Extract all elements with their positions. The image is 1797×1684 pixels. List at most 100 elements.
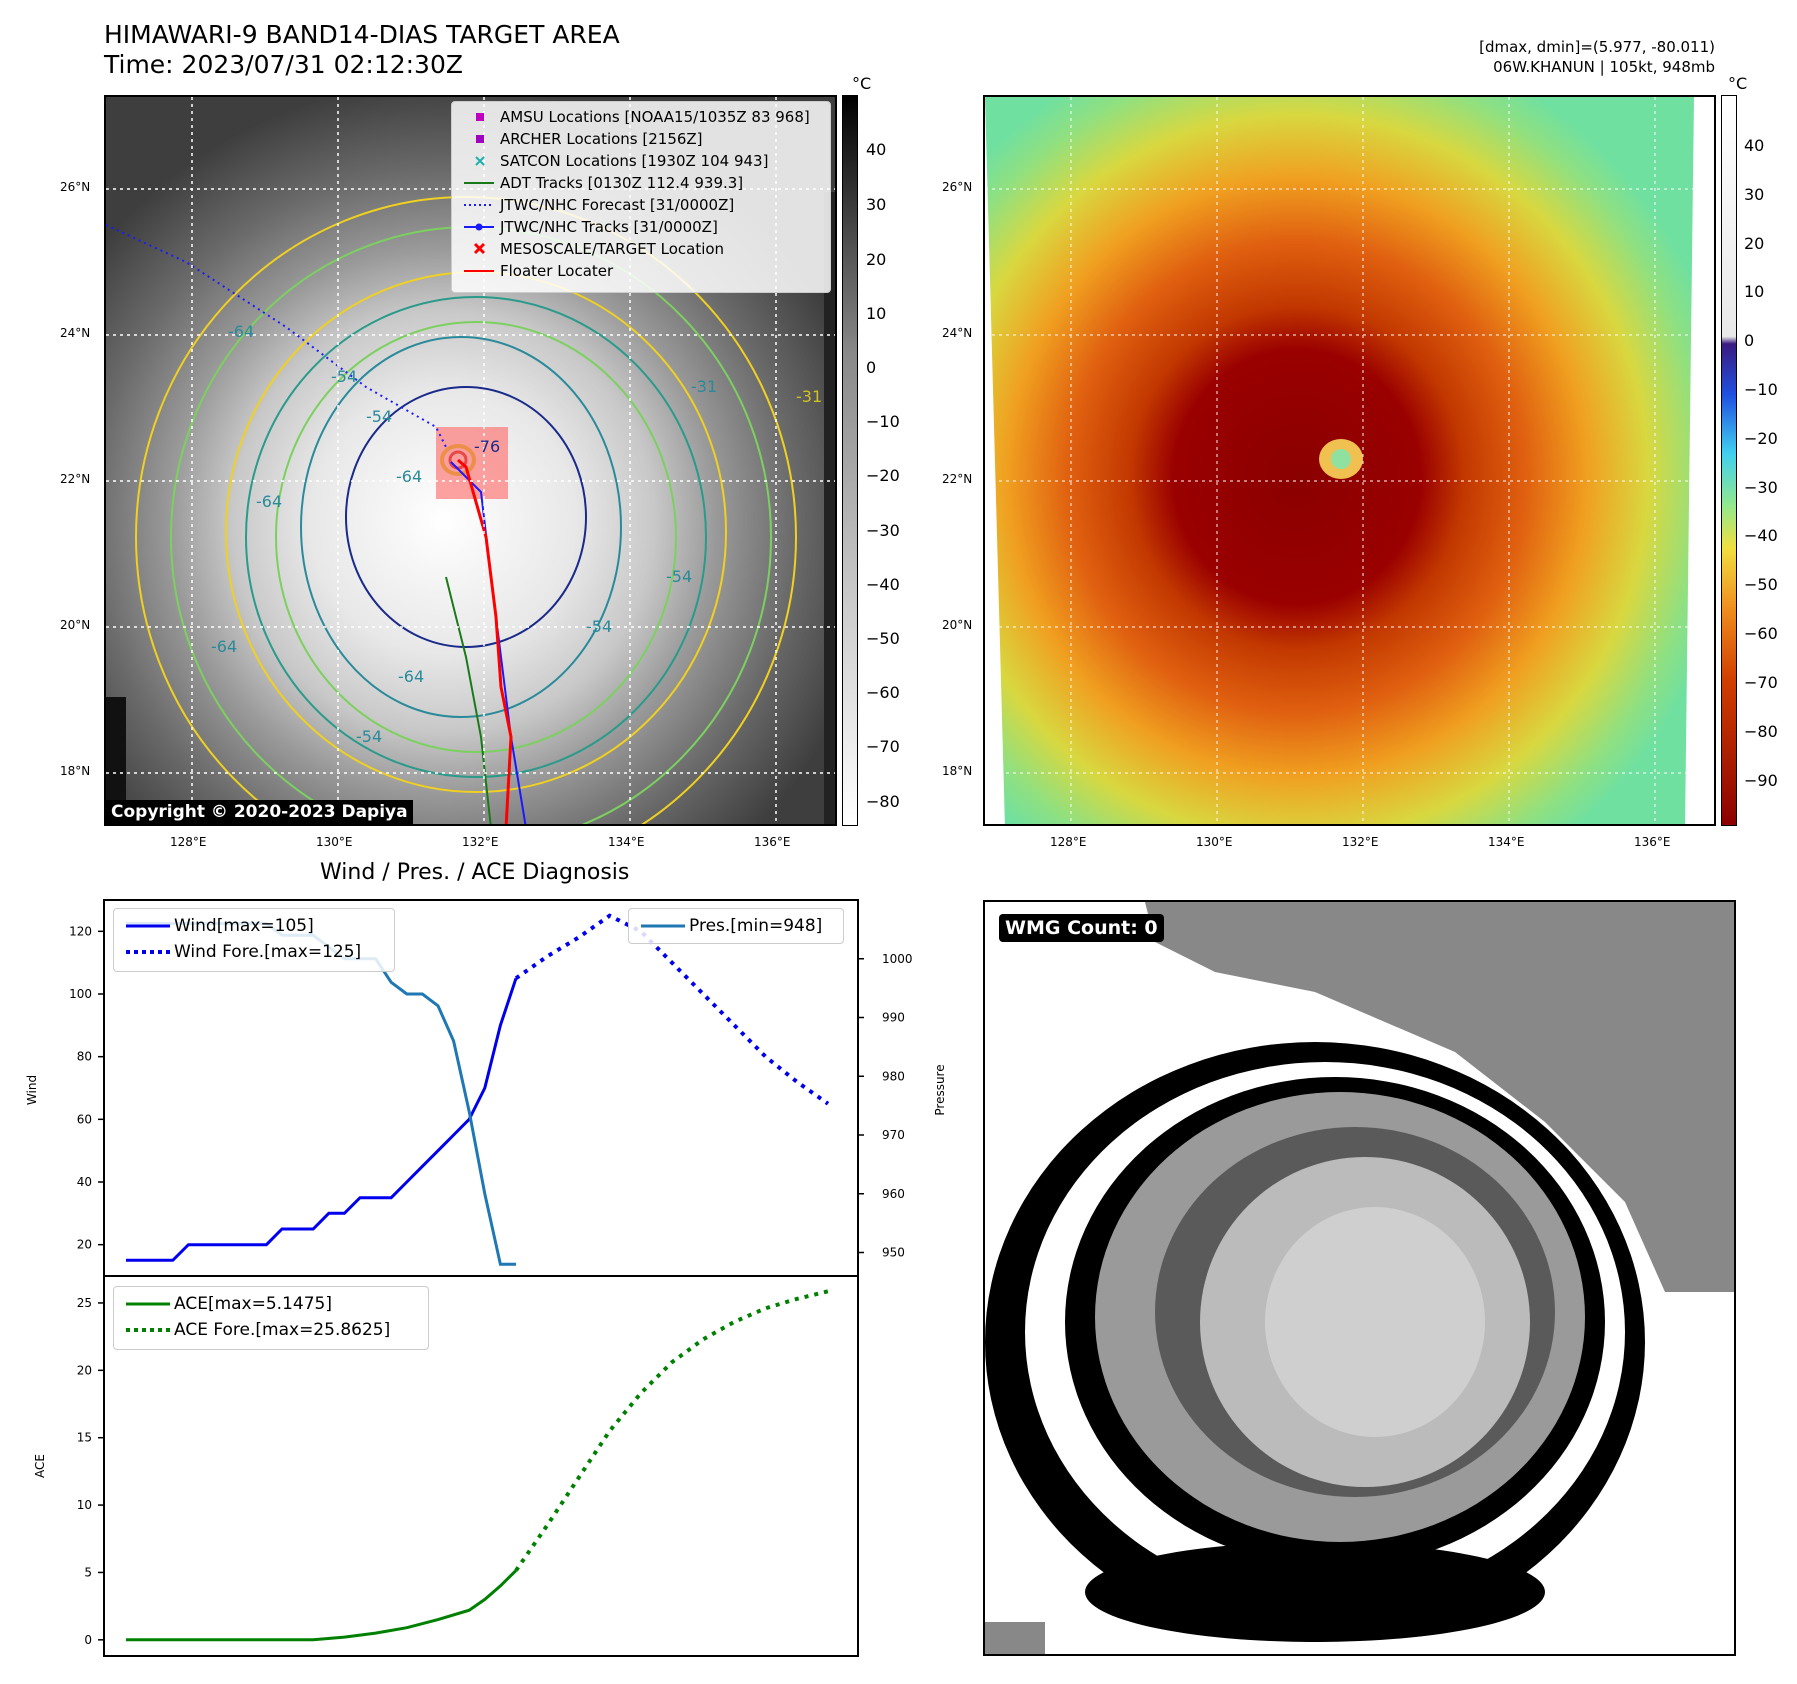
x-marker-icon	[473, 242, 486, 255]
lat-label: 18°N	[942, 764, 973, 778]
contour-label: -54	[366, 407, 393, 426]
line-dot-icon	[464, 223, 494, 231]
y-tick-label: 25	[77, 1296, 92, 1310]
y-tick-label: 0	[84, 1633, 92, 1647]
line-marker-icon	[126, 1302, 170, 1306]
series-line	[126, 922, 516, 1266]
colorbar-tick: −70	[1744, 673, 1778, 692]
legend-item-ace-forecast: ACE Fore.[max=25.8625]	[122, 1317, 420, 1343]
chart-title-line1: HIMAWARI-9 BAND14-DIAS TARGET AREA	[104, 20, 620, 49]
legend-item-wind: Wind[max=105]	[122, 913, 386, 939]
dotted-line-icon	[464, 204, 494, 206]
contour-label: -64	[256, 492, 283, 511]
colorbar-tick: −40	[1744, 526, 1778, 545]
wmg-imagery	[985, 902, 1734, 1654]
contour-label: -64	[228, 322, 255, 341]
lon-label: 128°E	[1050, 835, 1087, 849]
wind-axis-label: Wind	[25, 1075, 39, 1105]
ace-axis-label: ACE	[33, 1454, 47, 1478]
legend-label: SATCON Locations [1930Z 104 943]	[500, 152, 769, 170]
y-tick-label: 10	[77, 1498, 92, 1512]
copyright-badge: Copyright © 2020-2023 Dapiya	[106, 800, 413, 824]
lat-label: 24°N	[942, 326, 973, 340]
colorbar-tick: 30	[1744, 185, 1765, 204]
legend-label: ADT Tracks [0130Z 112.4 939.3]	[500, 174, 744, 192]
legend-label: AMSU Locations [NOAA15/1035Z 83 968]	[500, 108, 810, 126]
lat-label: 18°N	[60, 764, 91, 778]
y-right-tick-label: 1000	[882, 952, 913, 966]
legend-item-jtwc-tracks: JTWC/NHC Tracks [31/0000Z]	[460, 216, 822, 238]
lat-label: 26°N	[60, 180, 91, 194]
diagnosis-title: Wind / Pres. / ACE Diagnosis	[320, 860, 630, 885]
y-tick-label: 100	[69, 987, 92, 1001]
colorbar-tick: −60	[1744, 624, 1778, 643]
legend-label: Pres.[min=948]	[689, 916, 823, 936]
colorbar-tick: 30	[866, 195, 887, 214]
legend-item-satcon: SATCON Locations [1930Z 104 943]	[460, 150, 822, 172]
ace-legend: ACE[max=5.1475] ACE Fore.[max=25.8625]	[113, 1286, 429, 1350]
chart-title-line2: Time: 2023/07/31 02:12:30Z	[104, 50, 463, 79]
legend-label: ACE Fore.[max=25.8625]	[174, 1320, 391, 1340]
lon-label: 132°E	[462, 835, 499, 849]
ir-grayscale-map: -64 -54 -54 -64 -64 -76 -64 -54 -31 -31 …	[104, 95, 837, 826]
legend-item-amsu: AMSU Locations [NOAA15/1035Z 83 968]	[460, 106, 822, 128]
lon-label: 134°E	[1488, 835, 1525, 849]
colorbar-tick: −10	[866, 412, 900, 431]
colorbar-unit: °C	[852, 74, 872, 93]
series-line	[126, 977, 518, 1262]
contour-label: -64	[398, 667, 425, 686]
lat-label: 26°N	[942, 180, 973, 194]
y-tick-label: 120	[69, 924, 92, 938]
square-marker-icon	[476, 135, 484, 143]
x-marker-icon	[475, 156, 485, 166]
lon-label: 136°E	[754, 835, 791, 849]
y-right-tick-label: 980	[882, 1069, 905, 1083]
colorbar-tick: −80	[866, 792, 900, 811]
colorbar-tick: −50	[1744, 575, 1778, 594]
y-right-tick-label: 960	[882, 1187, 905, 1201]
line-marker-icon	[464, 182, 494, 184]
series-line	[514, 1289, 829, 1572]
contour-label: -54	[356, 727, 383, 746]
y-tick-label: 5	[84, 1565, 92, 1579]
colorbar-tick: −30	[866, 521, 900, 540]
legend-item-jtwc-forecast: JTWC/NHC Forecast [31/0000Z]	[460, 194, 822, 216]
map-legend: AMSU Locations [NOAA15/1035Z 83 968] ARC…	[451, 101, 831, 293]
line-marker-icon	[126, 924, 170, 928]
contour-label: -54	[331, 367, 358, 386]
colorbar-tick: −40	[866, 575, 900, 594]
colorbar-grayscale	[842, 95, 858, 826]
legend-label: ACE[max=5.1475]	[174, 1294, 332, 1314]
colorbar-tick: 20	[1744, 234, 1765, 253]
lat-label: 22°N	[942, 472, 973, 486]
wmg-panel: WMG Count: 0	[983, 900, 1736, 1656]
colorbar-tick: 40	[866, 140, 887, 159]
ir-color-imagery	[985, 97, 1714, 824]
colorbar-tick: −90	[1744, 771, 1778, 790]
colorbar-tick: 20	[866, 250, 887, 269]
legend-label: ARCHER Locations [2156Z]	[500, 130, 703, 148]
colorbar-tick: −30	[1744, 478, 1778, 497]
dotted-line-icon	[126, 950, 170, 954]
colorbar-tick: −80	[1744, 722, 1778, 741]
colorbar-tick: 10	[1744, 282, 1765, 301]
wind-legend: Wind[max=105] Wind Fore.[max=125]	[113, 908, 395, 972]
colorbar-color	[1721, 95, 1737, 826]
pressure-legend: Pres.[min=948]	[628, 908, 844, 944]
contour-label: -54	[666, 567, 693, 586]
stats-line2: 06W.KHANUN | 105kt, 948mb	[1493, 58, 1715, 76]
lat-label: 20°N	[942, 618, 973, 632]
contour-label: -54	[586, 617, 613, 636]
legend-label: Wind[max=105]	[174, 916, 314, 936]
line-marker-icon	[464, 270, 494, 272]
colorbar-tick: 0	[866, 358, 877, 377]
contour-label: -76	[474, 437, 501, 456]
colorbar-tick: −20	[1744, 429, 1778, 448]
contour-label: -64	[396, 467, 423, 486]
line-marker-icon	[641, 924, 685, 928]
lat-label: 22°N	[60, 472, 91, 486]
colorbar-unit: °C	[1728, 74, 1748, 93]
legend-item-archer: ARCHER Locations [2156Z]	[460, 128, 822, 150]
legend-item-mesoscale: MESOSCALE/TARGET Location	[460, 238, 822, 260]
colorbar-tick: −50	[866, 629, 900, 648]
